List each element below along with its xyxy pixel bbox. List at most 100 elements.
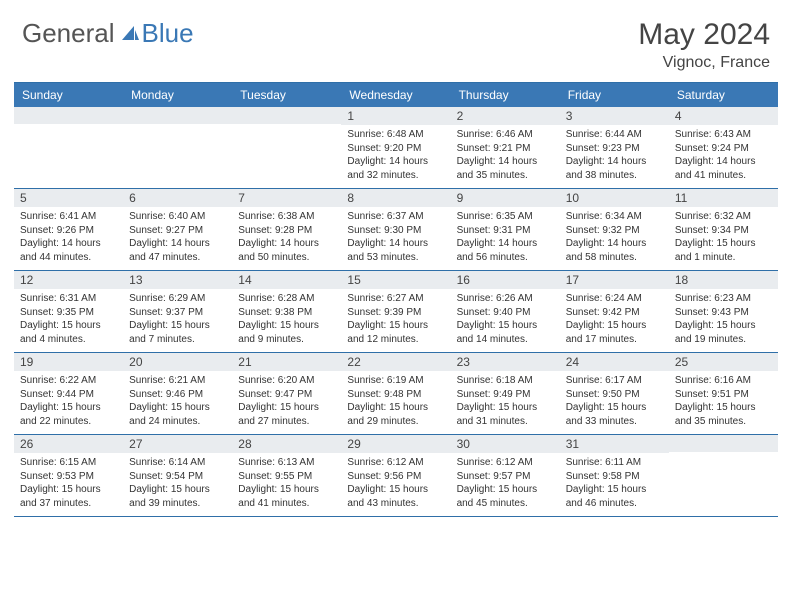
- sunrise-line: Sunrise: 6:37 AM: [347, 210, 444, 224]
- sunset-line: Sunset: 9:38 PM: [238, 306, 335, 320]
- daylight-line: Daylight: 15 hours and 37 minutes.: [20, 483, 117, 510]
- sunrise-line: Sunrise: 6:32 AM: [675, 210, 772, 224]
- daylight-line: Daylight: 15 hours and 39 minutes.: [129, 483, 226, 510]
- daylight-line: Daylight: 15 hours and 46 minutes.: [566, 483, 663, 510]
- sunrise-line: Sunrise: 6:12 AM: [457, 456, 554, 470]
- daylight-line: Daylight: 15 hours and 33 minutes.: [566, 401, 663, 428]
- sunrise-line: Sunrise: 6:23 AM: [675, 292, 772, 306]
- sunset-line: Sunset: 9:26 PM: [20, 224, 117, 238]
- day-cell: 15Sunrise: 6:27 AMSunset: 9:39 PMDayligh…: [341, 271, 450, 352]
- day-cell: 24Sunrise: 6:17 AMSunset: 9:50 PMDayligh…: [560, 353, 669, 434]
- day-number: 1: [341, 107, 450, 125]
- daylight-line: Daylight: 15 hours and 7 minutes.: [129, 319, 226, 346]
- sunset-line: Sunset: 9:27 PM: [129, 224, 226, 238]
- logo-sail-icon: [120, 24, 140, 47]
- day-cell: 5Sunrise: 6:41 AMSunset: 9:26 PMDaylight…: [14, 189, 123, 270]
- day-cell: 1Sunrise: 6:48 AMSunset: 9:20 PMDaylight…: [341, 107, 450, 188]
- daylight-line: Daylight: 15 hours and 19 minutes.: [675, 319, 772, 346]
- day-cell: 25Sunrise: 6:16 AMSunset: 9:51 PMDayligh…: [669, 353, 778, 434]
- sunrise-line: Sunrise: 6:46 AM: [457, 128, 554, 142]
- day-cell: 19Sunrise: 6:22 AMSunset: 9:44 PMDayligh…: [14, 353, 123, 434]
- day-cell: 23Sunrise: 6:18 AMSunset: 9:49 PMDayligh…: [451, 353, 560, 434]
- empty-day-cell: [123, 107, 232, 188]
- day-content: Sunrise: 6:26 AMSunset: 9:40 PMDaylight:…: [451, 289, 560, 352]
- day-number: 7: [232, 189, 341, 207]
- daylight-line: Daylight: 14 hours and 50 minutes.: [238, 237, 335, 264]
- day-cell: 16Sunrise: 6:26 AMSunset: 9:40 PMDayligh…: [451, 271, 560, 352]
- day-content: Sunrise: 6:14 AMSunset: 9:54 PMDaylight:…: [123, 453, 232, 516]
- day-cell: 21Sunrise: 6:20 AMSunset: 9:47 PMDayligh…: [232, 353, 341, 434]
- day-number: 4: [669, 107, 778, 125]
- logo-text-general: General: [22, 18, 115, 49]
- daylight-line: Daylight: 14 hours and 38 minutes.: [566, 155, 663, 182]
- weekday-header: Tuesday: [232, 83, 341, 107]
- sunset-line: Sunset: 9:47 PM: [238, 388, 335, 402]
- logo: General Blue: [22, 18, 194, 49]
- sunset-line: Sunset: 9:39 PM: [347, 306, 444, 320]
- day-content: Sunrise: 6:15 AMSunset: 9:53 PMDaylight:…: [14, 453, 123, 516]
- week-row: 26Sunrise: 6:15 AMSunset: 9:53 PMDayligh…: [14, 435, 778, 517]
- week-row: 19Sunrise: 6:22 AMSunset: 9:44 PMDayligh…: [14, 353, 778, 435]
- day-cell: 11Sunrise: 6:32 AMSunset: 9:34 PMDayligh…: [669, 189, 778, 270]
- day-number: 20: [123, 353, 232, 371]
- empty-day-number: [669, 435, 778, 452]
- sunset-line: Sunset: 9:23 PM: [566, 142, 663, 156]
- sunrise-line: Sunrise: 6:22 AM: [20, 374, 117, 388]
- sunrise-line: Sunrise: 6:27 AM: [347, 292, 444, 306]
- sunset-line: Sunset: 9:42 PM: [566, 306, 663, 320]
- day-content: Sunrise: 6:46 AMSunset: 9:21 PMDaylight:…: [451, 125, 560, 188]
- day-cell: 14Sunrise: 6:28 AMSunset: 9:38 PMDayligh…: [232, 271, 341, 352]
- day-content: Sunrise: 6:37 AMSunset: 9:30 PMDaylight:…: [341, 207, 450, 270]
- sunrise-line: Sunrise: 6:15 AM: [20, 456, 117, 470]
- daylight-line: Daylight: 15 hours and 9 minutes.: [238, 319, 335, 346]
- sunset-line: Sunset: 9:30 PM: [347, 224, 444, 238]
- sunrise-line: Sunrise: 6:29 AM: [129, 292, 226, 306]
- day-content: Sunrise: 6:11 AMSunset: 9:58 PMDaylight:…: [560, 453, 669, 516]
- sunset-line: Sunset: 9:56 PM: [347, 470, 444, 484]
- day-content: Sunrise: 6:18 AMSunset: 9:49 PMDaylight:…: [451, 371, 560, 434]
- day-cell: 7Sunrise: 6:38 AMSunset: 9:28 PMDaylight…: [232, 189, 341, 270]
- daylight-line: Daylight: 14 hours and 53 minutes.: [347, 237, 444, 264]
- sunset-line: Sunset: 9:51 PM: [675, 388, 772, 402]
- sunset-line: Sunset: 9:32 PM: [566, 224, 663, 238]
- daylight-line: Daylight: 15 hours and 29 minutes.: [347, 401, 444, 428]
- sunset-line: Sunset: 9:57 PM: [457, 470, 554, 484]
- day-number: 26: [14, 435, 123, 453]
- daylight-line: Daylight: 15 hours and 27 minutes.: [238, 401, 335, 428]
- day-number: 25: [669, 353, 778, 371]
- daylight-line: Daylight: 14 hours and 47 minutes.: [129, 237, 226, 264]
- day-cell: 13Sunrise: 6:29 AMSunset: 9:37 PMDayligh…: [123, 271, 232, 352]
- sunrise-line: Sunrise: 6:13 AM: [238, 456, 335, 470]
- day-content: Sunrise: 6:34 AMSunset: 9:32 PMDaylight:…: [560, 207, 669, 270]
- sunset-line: Sunset: 9:35 PM: [20, 306, 117, 320]
- sunrise-line: Sunrise: 6:31 AM: [20, 292, 117, 306]
- day-cell: 10Sunrise: 6:34 AMSunset: 9:32 PMDayligh…: [560, 189, 669, 270]
- sunset-line: Sunset: 9:37 PM: [129, 306, 226, 320]
- daylight-line: Daylight: 15 hours and 35 minutes.: [675, 401, 772, 428]
- day-cell: 3Sunrise: 6:44 AMSunset: 9:23 PMDaylight…: [560, 107, 669, 188]
- day-cell: 4Sunrise: 6:43 AMSunset: 9:24 PMDaylight…: [669, 107, 778, 188]
- sunset-line: Sunset: 9:21 PM: [457, 142, 554, 156]
- sunrise-line: Sunrise: 6:40 AM: [129, 210, 226, 224]
- sunrise-line: Sunrise: 6:34 AM: [566, 210, 663, 224]
- day-number: 8: [341, 189, 450, 207]
- empty-day-cell: [14, 107, 123, 188]
- weekday-header: Friday: [560, 83, 669, 107]
- day-cell: 28Sunrise: 6:13 AMSunset: 9:55 PMDayligh…: [232, 435, 341, 516]
- sunset-line: Sunset: 9:28 PM: [238, 224, 335, 238]
- day-cell: 12Sunrise: 6:31 AMSunset: 9:35 PMDayligh…: [14, 271, 123, 352]
- daylight-line: Daylight: 15 hours and 1 minute.: [675, 237, 772, 264]
- sunrise-line: Sunrise: 6:14 AM: [129, 456, 226, 470]
- daylight-line: Daylight: 14 hours and 35 minutes.: [457, 155, 554, 182]
- day-number: 31: [560, 435, 669, 453]
- header: General Blue May 2024 Vignoc, France: [0, 0, 792, 82]
- day-content: Sunrise: 6:32 AMSunset: 9:34 PMDaylight:…: [669, 207, 778, 270]
- day-cell: 29Sunrise: 6:12 AMSunset: 9:56 PMDayligh…: [341, 435, 450, 516]
- daylight-line: Daylight: 15 hours and 17 minutes.: [566, 319, 663, 346]
- daylight-line: Daylight: 14 hours and 32 minutes.: [347, 155, 444, 182]
- sunset-line: Sunset: 9:24 PM: [675, 142, 772, 156]
- day-cell: 20Sunrise: 6:21 AMSunset: 9:46 PMDayligh…: [123, 353, 232, 434]
- sunrise-line: Sunrise: 6:41 AM: [20, 210, 117, 224]
- title-block: May 2024 Vignoc, France: [638, 18, 770, 72]
- day-content: Sunrise: 6:19 AMSunset: 9:48 PMDaylight:…: [341, 371, 450, 434]
